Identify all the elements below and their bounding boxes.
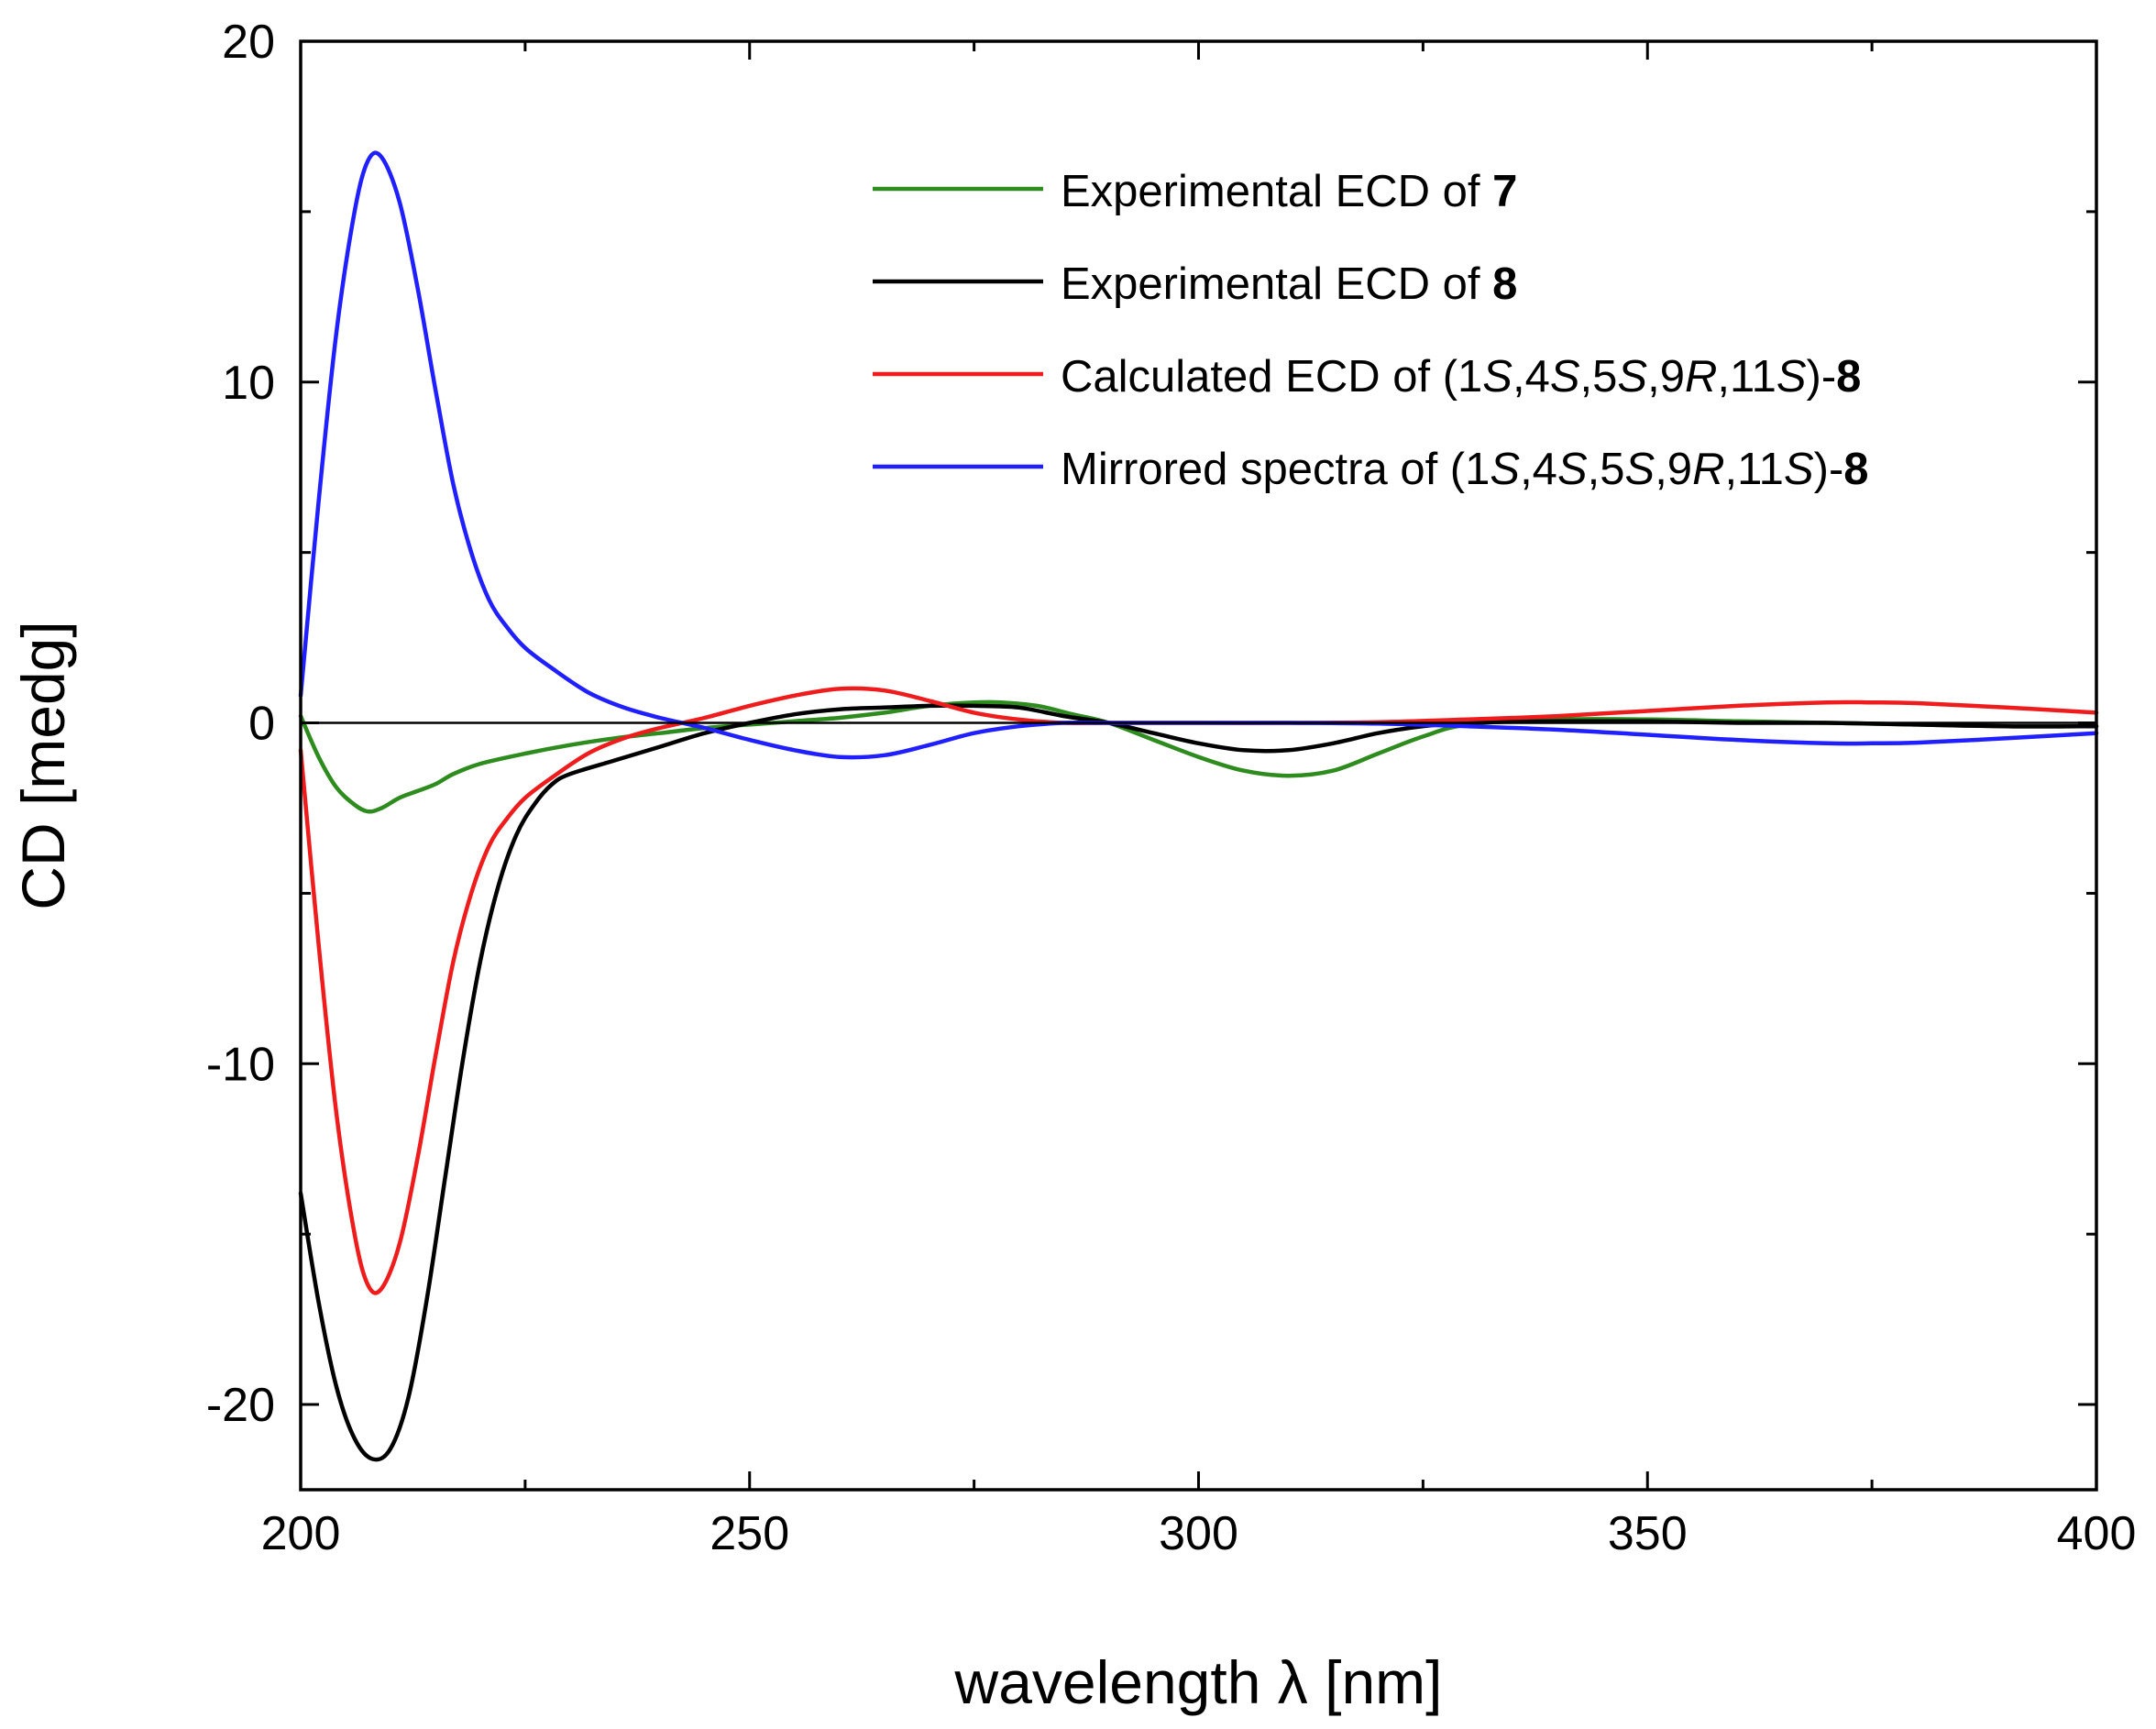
x-tick-label: 250 — [710, 1507, 789, 1560]
y-tick-label: -10 — [206, 1038, 275, 1091]
series-line-mirrored-spectra-of-1s-4s-5s-9r-11s-8 — [298, 150, 2099, 760]
x-tick-label: 300 — [1159, 1507, 1238, 1560]
x-tick-label: 200 — [261, 1507, 341, 1560]
x-axis-title: wavelength λ [nm] — [954, 1648, 1443, 1716]
y-tick-label: 0 — [248, 698, 275, 751]
y-tick-label: 20 — [222, 16, 275, 69]
x-tick-label: 350 — [1608, 1507, 1688, 1560]
series-line-experimental-ecd-of-8 — [298, 703, 2099, 1462]
series-layer — [298, 150, 2099, 1462]
legend-label-experimental-ecd-of-7: Experimental ECD of 7 — [1061, 167, 1517, 216]
legend: Experimental ECD of 7 Experimental ECD of… — [873, 167, 1869, 494]
legend-label-experimental-ecd-of-8: Experimental ECD of 8 — [1061, 259, 1517, 309]
y-tick-label: 10 — [222, 357, 275, 410]
series-line-calculated-ecd-of-1s-4s-5s-9r-11s-8 — [298, 686, 2099, 1295]
tick-labels: 200 250 300 350 400 -20 -10 0 10 20 — [206, 16, 2137, 1560]
y-tick-label: -20 — [206, 1379, 275, 1432]
legend-label-calculated-ecd-of-1s-4s-5s-9r-11s-8: Calculated ECD of (1S,4S,5S,9R,11S)-8 — [1061, 352, 1861, 402]
series-line-experimental-ecd-of-7 — [298, 699, 2099, 814]
axis-ticks — [299, 39, 2098, 1490]
x-tick-label: 400 — [2057, 1507, 2137, 1560]
legend-label-mirrored-spectra-of-1s-4s-5s-9r-11s-8: Mirrored spectra of (1S,4S,5S,9R,11S)-8 — [1061, 445, 1869, 494]
y-axis-title: CD [medg] — [9, 621, 77, 909]
